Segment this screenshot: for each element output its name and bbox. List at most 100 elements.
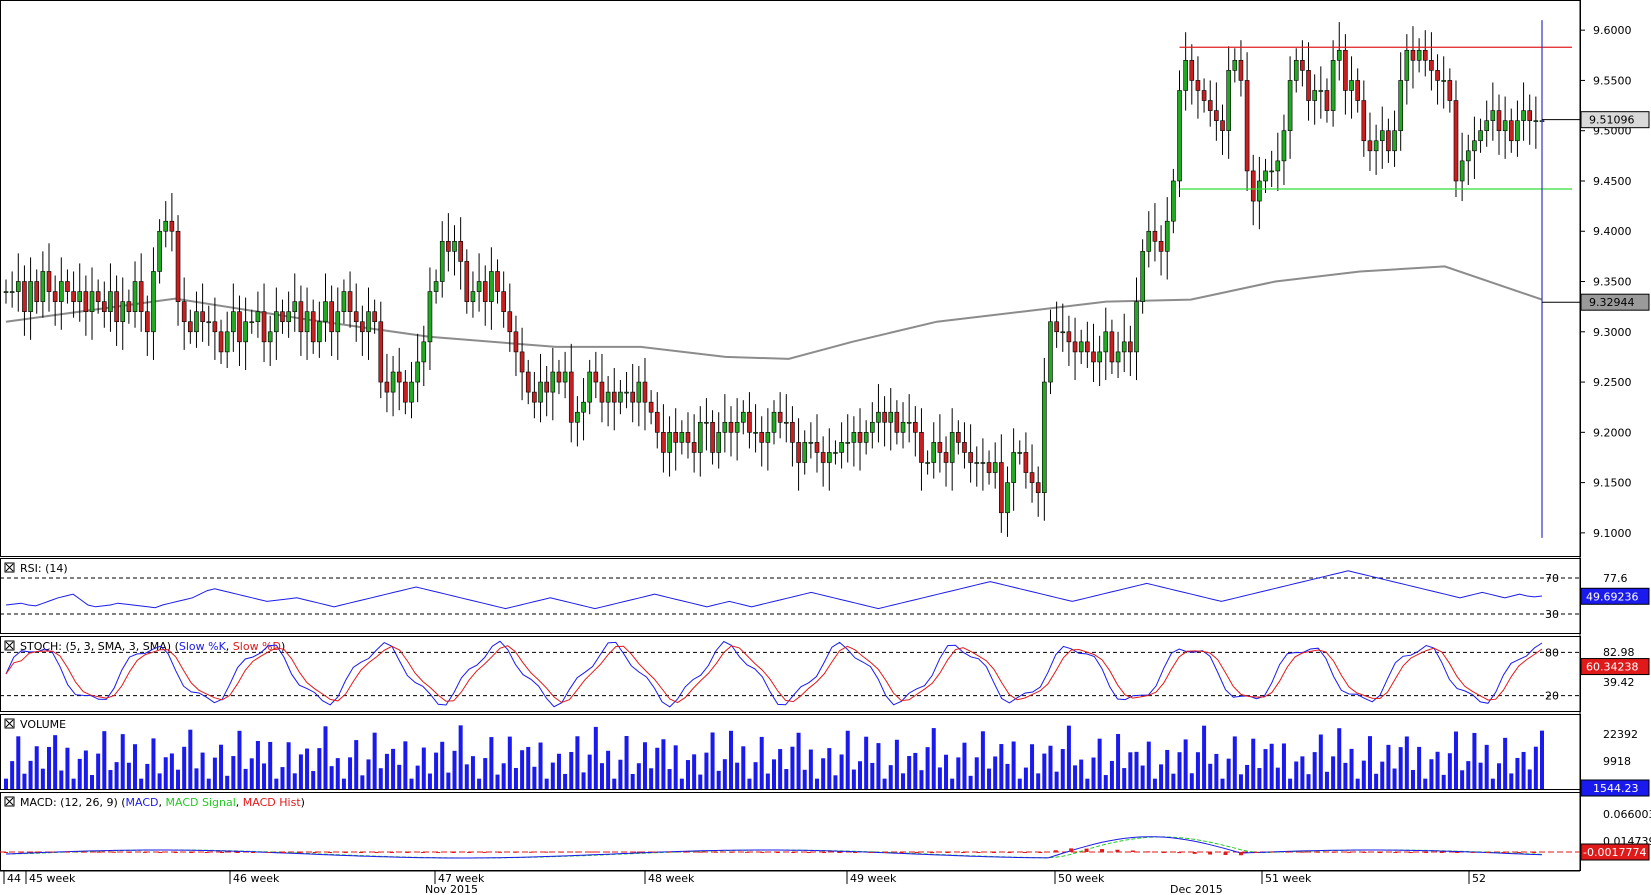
- candle-body: [353, 311, 359, 323]
- volume-bar: [335, 758, 340, 789]
- volume-bar: [1435, 751, 1440, 789]
- candle-body: [120, 301, 126, 323]
- volume-bar: [378, 768, 383, 789]
- volume-bar: [1540, 730, 1544, 789]
- volume-bar: [661, 739, 666, 789]
- volume-bar: [1447, 753, 1452, 789]
- candle-body: [1392, 130, 1397, 152]
- price-tick-label: 9.3000: [1593, 326, 1632, 339]
- macd-hist-bar: [220, 852, 225, 853]
- volume-bar: [894, 739, 899, 789]
- candle-body: [716, 432, 722, 453]
- candle-body: [151, 271, 156, 333]
- candle-body: [1029, 472, 1035, 483]
- volume-bar: [262, 763, 267, 789]
- volume-bar: [360, 775, 365, 789]
- macd-hist-bar: [1192, 852, 1197, 854]
- candle-body: [1386, 130, 1391, 152]
- volume-bar: [1073, 765, 1078, 789]
- month-label: Nov 2015: [425, 883, 478, 895]
- volume-bar: [550, 762, 555, 789]
- volume-bar: [612, 778, 617, 789]
- volume-bar: [1048, 745, 1053, 789]
- volume-bar: [1036, 773, 1041, 789]
- volume-bar: [1202, 725, 1207, 789]
- macd-hist-bar: [50, 851, 55, 853]
- volume-bar: [673, 745, 678, 789]
- volume-bar: [1066, 725, 1071, 789]
- stoch-title-main: STOCH: (5, 3, SMA, 3, SMA): [20, 640, 171, 653]
- volume-bar: [1005, 763, 1010, 789]
- volume-bar: [59, 770, 64, 789]
- macd-hist-bar: [266, 852, 271, 853]
- candle-body: [108, 291, 113, 312]
- candle-body: [826, 452, 832, 463]
- candle-body: [427, 291, 433, 343]
- candle-body: [1472, 140, 1477, 152]
- volume-bar: [913, 752, 918, 789]
- macd-hist-bar: [1115, 849, 1120, 852]
- candle-body: [1220, 120, 1225, 132]
- volume-bar: [1374, 773, 1379, 789]
- last-price-label: 9.51096: [1589, 114, 1635, 127]
- volume-bar: [1245, 764, 1250, 789]
- volume-value-marker: [1580, 779, 1650, 797]
- candle-body: [992, 462, 998, 473]
- volume-title-text: VOLUME: [20, 718, 66, 731]
- macd-hist-bar: [374, 852, 379, 853]
- volume-bar: [772, 759, 776, 789]
- macd-macd-label: MACD: [126, 796, 159, 809]
- candle-body: [1263, 170, 1268, 182]
- volume-bar: [931, 728, 936, 789]
- volume-bar: [65, 747, 70, 789]
- volume-bar: [1214, 753, 1219, 789]
- candle-body: [1091, 351, 1096, 363]
- candle-body: [22, 281, 27, 312]
- candle-body: [900, 421, 906, 433]
- candle-body: [1521, 110, 1526, 121]
- volume-bar: [403, 741, 408, 789]
- candle-body: [1072, 341, 1078, 353]
- macd-hist-bar: [359, 852, 364, 853]
- volume-bar: [102, 731, 107, 789]
- stoch-k-line: [5, 640, 1543, 708]
- candle-body: [630, 391, 635, 403]
- volume-bar: [642, 742, 647, 789]
- macd-hist-bar: [961, 852, 966, 853]
- volume-bar: [16, 736, 21, 789]
- candle-body: [734, 421, 740, 433]
- candle-body: [722, 421, 728, 433]
- volume-bar: [1355, 778, 1360, 789]
- volume-bar: [219, 744, 224, 789]
- rsi-level-label: 70: [1545, 572, 1559, 585]
- candle-body: [605, 391, 611, 403]
- volume-bar: [1509, 773, 1514, 789]
- week-label: 47 week: [438, 872, 485, 885]
- candle-body: [255, 311, 261, 323]
- candle-body: [667, 432, 672, 453]
- candle-body: [310, 311, 316, 343]
- candle-body: [34, 281, 40, 302]
- candle-body: [790, 421, 795, 443]
- candle-body: [599, 381, 605, 403]
- volume-bar: [925, 747, 930, 789]
- candle-body: [1300, 60, 1305, 71]
- volume-bar: [1159, 764, 1164, 789]
- stoch-title: STOCH: (5, 3, SMA, 3, SMA) (Slow %K, Slo…: [4, 640, 285, 653]
- volume-bar: [391, 748, 396, 789]
- macd-hist-bar: [1331, 851, 1336, 853]
- volume-bar: [778, 749, 783, 789]
- candle-body: [372, 311, 377, 323]
- candle-body: [1429, 60, 1434, 71]
- candle-body: [833, 452, 838, 454]
- candle-body: [292, 301, 298, 312]
- volume-bar: [606, 750, 611, 789]
- volume-bar: [1023, 767, 1028, 789]
- volume-bar: [268, 741, 273, 789]
- candle-body: [501, 291, 506, 312]
- volume-bar: [593, 726, 598, 789]
- volume-bar: [323, 726, 328, 789]
- volume-bar: [987, 768, 992, 789]
- candle-body: [710, 421, 715, 453]
- volume-bar: [409, 778, 414, 789]
